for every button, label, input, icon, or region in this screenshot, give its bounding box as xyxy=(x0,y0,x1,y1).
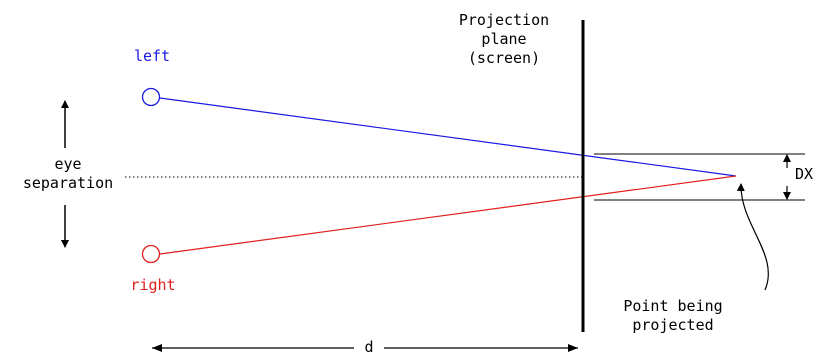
eye-separation-label-line-1: eye xyxy=(54,155,82,173)
eye-separation-label-line-2: separation xyxy=(22,174,114,192)
left-eye-label: left xyxy=(133,47,171,65)
projection-plane-label: Projection plane (screen) xyxy=(424,11,584,68)
left-eye-ray xyxy=(159,97,737,177)
distance-d-left-arrowhead xyxy=(152,344,162,352)
projected-point-label: Point being projected xyxy=(608,297,738,335)
right-eye-icon xyxy=(141,244,161,264)
right-eye-label: right xyxy=(130,276,176,294)
projection-plane-label-line-3: (screen) xyxy=(467,49,541,67)
projected-point-label-line-1: Point being xyxy=(623,297,723,315)
distance-d-label: d xyxy=(354,338,384,357)
point-pointer-arrow xyxy=(736,183,769,291)
projection-plane-label-line-2: plane xyxy=(481,30,527,48)
distance-d-right-arrowhead xyxy=(568,344,578,352)
projection-plane-label-line-1: Projection xyxy=(458,11,550,29)
dx-label: DX xyxy=(795,165,814,183)
left-eye-icon xyxy=(141,87,161,107)
eye-separation-label: eye separation xyxy=(8,155,128,193)
projected-point-label-line-2: projected xyxy=(632,316,714,334)
right-eye-ray xyxy=(159,175,737,255)
